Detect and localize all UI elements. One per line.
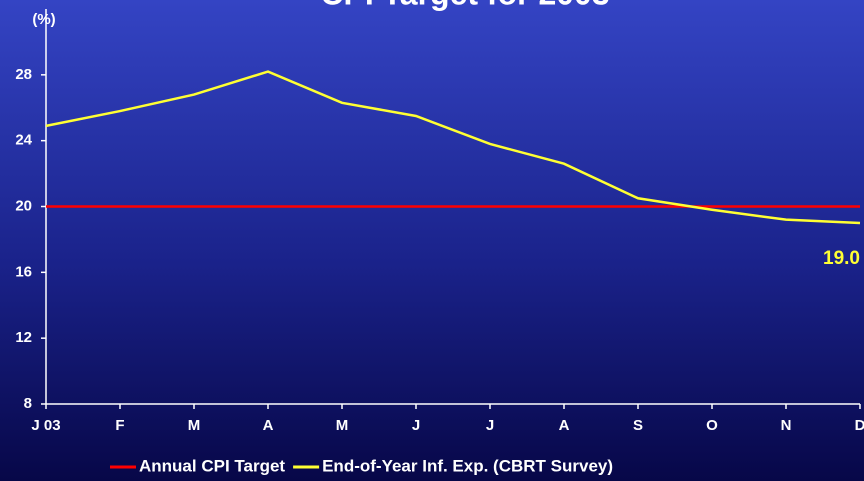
x-tick-label: A [559,417,570,434]
legend-label: Annual CPI Target [139,456,285,475]
x-tick-label: J 03 [31,417,60,434]
x-tick-label: M [188,417,201,434]
series-line [45,70,861,225]
x-tick-label: O [706,417,718,434]
x-tick-label: F [115,417,124,434]
legend-label: End-of-Year Inf. Exp. (CBRT Survey) [322,456,613,475]
y-tick-label: 28 [15,66,32,83]
y-tick-label: 24 [15,132,32,149]
y-tick-label: 16 [15,263,32,280]
value-label: 19.0 [823,248,860,269]
x-tick-label: A [263,417,274,434]
y-tick-label: 12 [15,329,32,346]
y-tick-label: 20 [15,197,32,214]
chart-title: CPI Target for 2003 [320,0,609,11]
x-tick-label: S [633,417,643,434]
y-tick-label: 8 [24,395,32,412]
x-tick-label: J [486,417,494,434]
y-axis-label: (%) [32,11,55,28]
x-tick-label: D [855,417,864,434]
x-tick-label: M [336,417,349,434]
x-tick-label: J [412,417,420,434]
x-tick-label: N [781,417,792,434]
